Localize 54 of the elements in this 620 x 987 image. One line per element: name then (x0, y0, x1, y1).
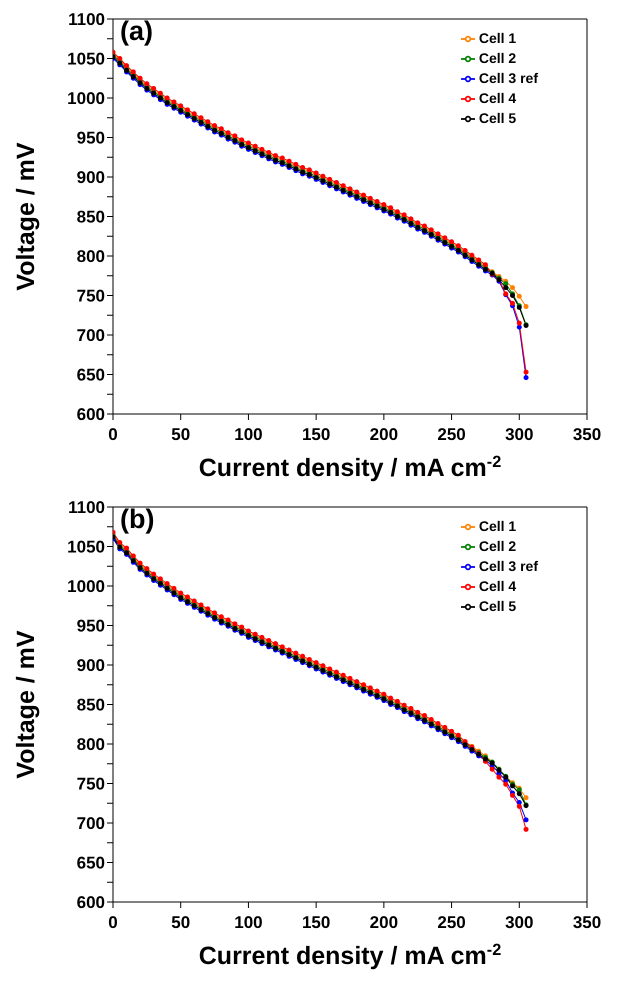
legend-label: Cell 1 (478, 518, 516, 534)
y-tick-label: 850 (76, 696, 105, 715)
y-tick-label: 600 (76, 893, 105, 912)
legend-label: Cell 3 ref (478, 70, 538, 86)
x-tick-label: 100 (234, 425, 263, 444)
annotation: (a) (120, 16, 153, 47)
legend-label: Cell 5 (478, 110, 516, 126)
x-axis-title: Current density / mA cm$^{-2}$ (198, 941, 502, 970)
y-tick-label: 650 (76, 366, 105, 385)
y-tick-label: 750 (76, 774, 105, 794)
x-tick-label: 150 (302, 913, 330, 932)
x-tick-label: 350 (572, 425, 602, 444)
x-tick-label: 0 (108, 425, 118, 444)
y-tick-label: 800 (76, 247, 105, 266)
x-tick-label: 250 (437, 425, 466, 444)
legend-label: Cell 2 (478, 50, 516, 66)
x-tick-label: 200 (370, 913, 398, 932)
legend-label: Cell 1 (478, 30, 516, 46)
x-tick-label: 250 (437, 913, 466, 932)
y-tick-label: 1050 (67, 50, 105, 69)
y-tick-label: 1100 (68, 10, 105, 30)
y-tick-label: 750 (76, 286, 105, 306)
y-tick-label: 900 (76, 168, 105, 188)
annotation: (b) (120, 504, 154, 535)
y-axis-title: Voltage / mV (12, 142, 40, 291)
y-tick-label: 850 (76, 208, 105, 227)
y-tick-label: 700 (76, 814, 105, 834)
y-axis-title: Voltage / mV (12, 630, 40, 779)
y-tick-label: 950 (76, 128, 105, 148)
legend-label: Cell 3 ref (478, 558, 538, 574)
y-tick-label: 650 (76, 854, 105, 873)
y-tick-label: 1100 (68, 498, 105, 518)
x-tick-label: 300 (505, 425, 534, 444)
x-tick-label: 350 (572, 913, 602, 932)
y-tick-label: 800 (76, 735, 105, 754)
legend-label: Cell 4 (478, 578, 516, 594)
x-axis-title: Current density / mA cm$^{-2}$ (198, 453, 502, 482)
x-tick-label: 300 (505, 913, 534, 932)
y-tick-label: 900 (76, 656, 105, 676)
y-tick-label: 600 (76, 405, 105, 424)
x-tick-label: 50 (171, 425, 190, 444)
y-tick-label: 700 (76, 326, 105, 346)
legend-label: Cell 4 (478, 90, 516, 106)
x-tick-label: 100 (234, 913, 263, 932)
y-tick-label: 1000 (67, 89, 105, 108)
x-tick-label: 50 (171, 913, 190, 932)
legend-label: Cell 5 (478, 598, 516, 614)
legend-label: Cell 2 (478, 538, 516, 554)
x-tick-label: 200 (370, 425, 398, 444)
x-tick-label: 150 (302, 425, 330, 444)
x-tick-label: 0 (108, 913, 118, 932)
y-tick-label: 1000 (67, 577, 105, 596)
y-tick-label: 950 (76, 616, 105, 636)
y-tick-label: 1050 (67, 538, 105, 557)
